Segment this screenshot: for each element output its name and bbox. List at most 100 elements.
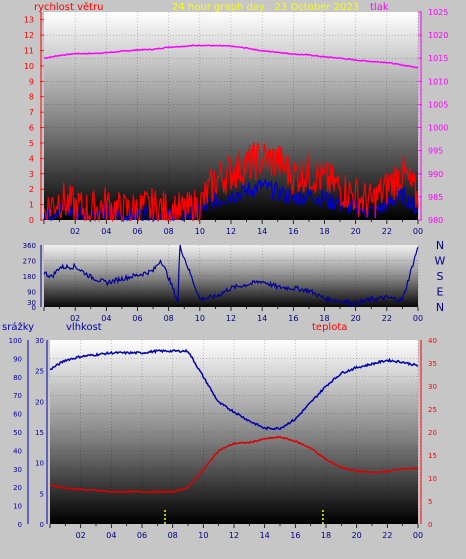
wind-axis-tick: 13	[24, 16, 34, 25]
temperature-axis-tick: 20	[428, 429, 437, 437]
wind-axis-tick: 0	[29, 216, 34, 225]
temperature-axis-tick: 40	[428, 337, 437, 345]
x-tick-label: 20	[351, 227, 361, 236]
wind-axis-tick: 4	[29, 154, 34, 163]
temperature-axis-tick: 15	[428, 452, 437, 460]
x-tick-label: 16	[288, 227, 298, 236]
x-tick-label: 14	[260, 531, 270, 540]
rain-axis-tick: 20	[13, 484, 22, 492]
humidity-temperature-series	[49, 348, 419, 524]
pressure-axis-tick: 990	[428, 170, 443, 179]
wind-axis-tick: 12	[24, 31, 34, 40]
wind-axis-tick: 10	[24, 62, 34, 71]
rain-axis-title: srážky	[2, 321, 34, 333]
x-tick-label: 10	[198, 531, 208, 540]
x-tick-label: 16	[288, 314, 298, 323]
x-tick-label: 22	[382, 227, 392, 236]
pressure-axis-tick: 980	[428, 216, 443, 225]
humidity-axis-tick: 15	[35, 429, 44, 437]
wind-axis-tick: 2	[29, 185, 34, 194]
wind-axis-tick: 5	[29, 139, 34, 148]
x-tick-label: 10	[195, 227, 205, 236]
humidity-temperature-grid	[50, 340, 419, 524]
compass-label: E	[437, 286, 444, 299]
rain-axis-tick: 10	[13, 503, 22, 511]
humidity-axis-title: vlhkost	[66, 322, 102, 333]
compass-label: N	[436, 301, 444, 314]
temperature-axis-tick: 35	[428, 360, 437, 368]
x-tick-label: 08	[164, 314, 174, 323]
pressure-axis-tick: 1005	[428, 100, 448, 109]
compass-label: N	[436, 239, 444, 252]
x-tick-label: 08	[164, 227, 174, 236]
rain-axis-tick: 40	[13, 447, 22, 455]
x-tick-label: 20	[351, 314, 361, 323]
rain-axis-tick: 80	[13, 374, 22, 382]
humidity-axis-tick: 10	[35, 460, 44, 468]
pressure-axis-tick: 1010	[428, 77, 448, 86]
temperature-axis-tick: 30	[428, 383, 437, 391]
wind-axis-tick: 9	[29, 77, 34, 86]
x-tick-label: 10	[195, 314, 205, 323]
pressure-axis-tick: 985	[428, 193, 443, 202]
humidity-axis-tick: 0	[40, 521, 44, 529]
pressure-axis-tick: 1025	[428, 8, 448, 17]
temperature-axis-tick: 25	[428, 406, 437, 414]
wind-axis-tick: 1	[29, 201, 34, 210]
x-tick-label: 02	[76, 531, 86, 540]
temperature-line	[49, 435, 419, 494]
humidity-axis-tick: 20	[35, 398, 44, 406]
x-tick-label: 16	[290, 531, 300, 540]
x-tick-label: 12	[226, 314, 236, 323]
x-tick-label: 04	[101, 227, 111, 236]
direction-axis-tick: 180	[23, 273, 36, 281]
humidity-line	[49, 348, 419, 431]
direction-axis-tick: 270	[23, 258, 36, 266]
humidity-axis-tick: 5	[40, 490, 44, 498]
compass-label: W	[435, 255, 446, 268]
x-tick-label: 00	[413, 531, 423, 540]
compass-label: S	[437, 270, 444, 283]
x-tick-label: 22	[382, 531, 392, 540]
rain-axis-tick: 70	[13, 392, 22, 400]
x-tick-label: 08	[168, 531, 178, 540]
rain-axis-tick: 50	[13, 429, 22, 437]
x-tick-label: 18	[319, 314, 329, 323]
humidity-axis-tick: 30	[35, 337, 44, 345]
wind-pressure-axes: 0123456789101112139809859909951000100510…	[24, 8, 449, 236]
x-tick-label: 06	[132, 314, 142, 323]
wind-axis-tick: 3	[29, 170, 34, 179]
rain-axis-tick: 60	[13, 411, 22, 419]
temperature-axis-tick: 0	[428, 521, 432, 529]
x-tick-label: 14	[257, 314, 267, 323]
rain-axis-tick: 30	[13, 466, 22, 474]
x-tick-label: 04	[101, 314, 111, 323]
x-tick-label: 12	[226, 227, 236, 236]
pressure-line	[43, 44, 419, 69]
rain-axis-tick: 100	[9, 337, 22, 345]
wind-axis-tick: 7	[29, 108, 34, 117]
x-tick-label: 00	[413, 227, 423, 236]
rain-axis-tick: 0	[18, 521, 22, 529]
rain-axis-tick: 90	[13, 355, 22, 363]
chart-title: 24 hour graph day : 23 October 2023	[172, 2, 359, 13]
direction-axis-tick: 90	[27, 289, 36, 297]
left-axis-title: rychlost větru	[34, 1, 104, 13]
wind-axis-tick: 8	[29, 93, 34, 102]
wind-direction-line	[43, 244, 419, 307]
right-axis-title: tlak	[370, 2, 389, 13]
wind-axis-tick: 11	[24, 47, 34, 56]
pressure-axis-tick: 1015	[428, 54, 448, 63]
pressure-axis-tick: 995	[428, 147, 443, 156]
x-tick-label: 22	[382, 314, 392, 323]
x-tick-label: 06	[137, 531, 147, 540]
x-tick-label: 02	[70, 314, 80, 323]
humidity-temperature-axes: 0102030405060708090100051015202530051015…	[9, 337, 437, 540]
x-tick-label: 06	[132, 227, 142, 236]
pressure-axis-tick: 1000	[428, 124, 448, 133]
wind-axis-tick: 6	[29, 124, 34, 133]
x-tick-label: 04	[106, 531, 116, 540]
x-tick-label: 18	[321, 531, 331, 540]
